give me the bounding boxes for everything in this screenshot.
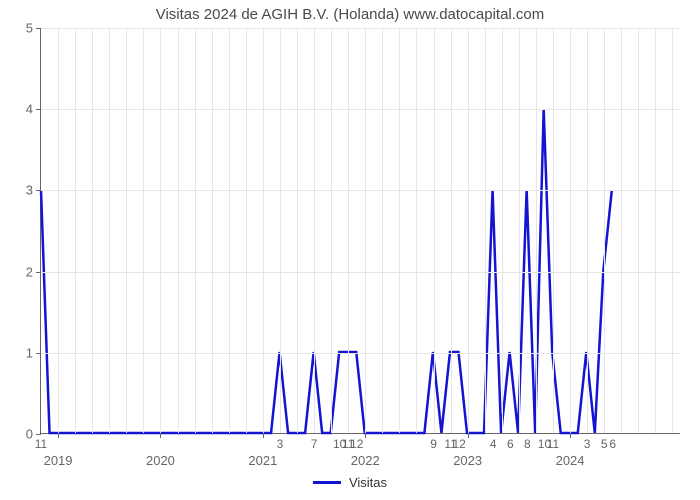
x-month-label: 5 bbox=[601, 433, 608, 451]
x-month-label: 7 bbox=[311, 433, 318, 451]
line-series bbox=[41, 28, 680, 433]
x-tick-mark bbox=[468, 433, 469, 438]
x-tick-mark bbox=[263, 433, 264, 438]
legend: Visitas bbox=[313, 475, 387, 490]
x-month-label: 12 bbox=[452, 433, 465, 451]
gridline-vertical bbox=[502, 28, 503, 433]
gridline-vertical bbox=[416, 28, 417, 433]
gridline-vertical bbox=[451, 28, 452, 433]
gridline-vertical bbox=[297, 28, 298, 433]
gridline-vertical bbox=[75, 28, 76, 433]
gridline-vertical bbox=[434, 28, 435, 433]
y-tick-mark bbox=[36, 272, 41, 273]
chart-container: Visitas 2024 de AGIH B.V. (Holanda) www.… bbox=[0, 0, 700, 500]
gridline-vertical bbox=[263, 28, 264, 433]
x-month-label: 3 bbox=[584, 433, 591, 451]
x-month-label: 6 bbox=[507, 433, 514, 451]
x-year-label: 2020 bbox=[146, 433, 175, 468]
gridline-vertical bbox=[178, 28, 179, 433]
gridline-vertical bbox=[553, 28, 554, 433]
x-tick-mark bbox=[365, 433, 366, 438]
gridline-vertical bbox=[519, 28, 520, 433]
x-month-label: 8 bbox=[524, 433, 531, 451]
gridline-vertical bbox=[570, 28, 571, 433]
y-tick-mark bbox=[36, 28, 41, 29]
gridline-vertical bbox=[587, 28, 588, 433]
x-month-label: 6 bbox=[609, 433, 616, 451]
gridline-vertical bbox=[126, 28, 127, 433]
x-month-label: 4 bbox=[490, 433, 497, 451]
gridline-vertical bbox=[212, 28, 213, 433]
gridline-vertical bbox=[655, 28, 656, 433]
x-tick-mark bbox=[58, 433, 59, 438]
gridline-vertical bbox=[604, 28, 605, 433]
gridline-vertical bbox=[229, 28, 230, 433]
gridline-vertical bbox=[58, 28, 59, 433]
x-year-label: 2024 bbox=[556, 433, 585, 468]
gridline-vertical bbox=[485, 28, 486, 433]
x-year-label: 2019 bbox=[44, 433, 73, 468]
gridline-vertical bbox=[672, 28, 673, 433]
x-tick-mark bbox=[570, 433, 571, 438]
gridline-horizontal bbox=[41, 190, 680, 191]
gridline-vertical bbox=[638, 28, 639, 433]
gridline-vertical bbox=[348, 28, 349, 433]
gridline-vertical bbox=[331, 28, 332, 433]
legend-label: Visitas bbox=[349, 475, 387, 490]
y-tick-mark bbox=[36, 353, 41, 354]
gridline-horizontal bbox=[41, 353, 680, 354]
gridline-vertical bbox=[314, 28, 315, 433]
plot-area: 0123452019202020212022202320241137101112… bbox=[40, 28, 680, 434]
gridline-vertical bbox=[109, 28, 110, 433]
x-tick-mark bbox=[160, 433, 161, 438]
y-tick-mark bbox=[36, 109, 41, 110]
x-month-label: 9 bbox=[430, 433, 437, 451]
gridline-vertical bbox=[160, 28, 161, 433]
x-month-label: 11 bbox=[547, 433, 559, 451]
x-month-label: 12 bbox=[350, 433, 363, 451]
gridline-vertical bbox=[382, 28, 383, 433]
gridline-horizontal bbox=[41, 28, 680, 29]
gridline-vertical bbox=[92, 28, 93, 433]
gridline-vertical bbox=[143, 28, 144, 433]
gridline-horizontal bbox=[41, 109, 680, 110]
chart-title: Visitas 2024 de AGIH B.V. (Holanda) www.… bbox=[0, 6, 700, 23]
gridline-horizontal bbox=[41, 272, 680, 273]
gridline-vertical bbox=[536, 28, 537, 433]
gridline-vertical bbox=[468, 28, 469, 433]
gridline-vertical bbox=[246, 28, 247, 433]
gridline-vertical bbox=[399, 28, 400, 433]
gridline-vertical bbox=[621, 28, 622, 433]
x-month-label: 3 bbox=[277, 433, 284, 451]
x-year-label: 2021 bbox=[248, 433, 277, 468]
x-month-label: 11 bbox=[35, 433, 47, 451]
legend-swatch bbox=[313, 481, 341, 484]
gridline-vertical bbox=[365, 28, 366, 433]
y-tick-mark bbox=[36, 190, 41, 191]
gridline-vertical bbox=[280, 28, 281, 433]
gridline-vertical bbox=[195, 28, 196, 433]
